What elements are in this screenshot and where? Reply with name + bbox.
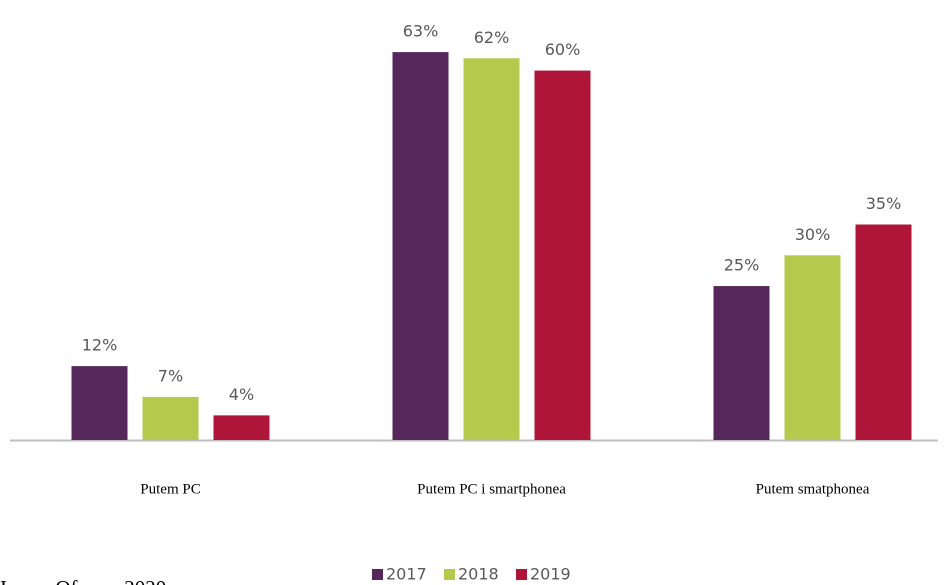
data-label: 25%	[724, 256, 760, 275]
bar	[463, 58, 520, 440]
data-label: 62%	[474, 28, 510, 47]
legend-swatch	[372, 569, 383, 580]
x-tick-label: Putem PC	[140, 481, 200, 497]
bar	[784, 255, 841, 440]
legend-label: 2019	[530, 565, 571, 584]
bar	[213, 415, 270, 440]
source-note: Izvor: Ofcom, 2020	[0, 576, 166, 585]
data-label: 60%	[545, 40, 581, 59]
bar	[713, 286, 770, 440]
legend-swatch	[444, 569, 455, 580]
data-label: 63%	[403, 22, 439, 41]
data-label: 30%	[795, 225, 831, 244]
data-label: 35%	[866, 194, 902, 213]
x-tick-label: Putem PC i smartphonea	[417, 481, 566, 497]
bar	[855, 224, 912, 440]
bar	[71, 366, 128, 440]
legend-label: 2018	[458, 565, 499, 584]
bar	[392, 52, 449, 440]
data-label: 12%	[82, 336, 118, 355]
legend-swatch	[516, 569, 527, 580]
x-tick-label: Putem smatphonea	[756, 481, 870, 497]
data-label: 7%	[158, 366, 183, 385]
bar	[534, 70, 591, 441]
legend-label: 2017	[386, 565, 427, 584]
data-label: 4%	[229, 385, 254, 404]
bar	[142, 396, 199, 440]
